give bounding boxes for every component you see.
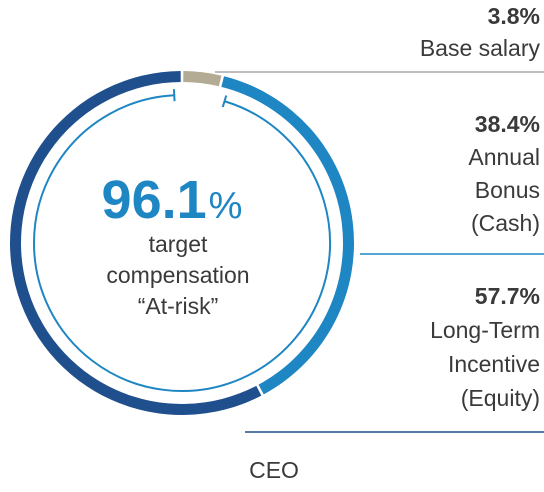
donut-slices	[9, 71, 354, 415]
at-risk-bracket-arc	[33, 94, 331, 392]
legend-long-term-incentive-percent: 57.7%	[475, 283, 540, 309]
center-line-3: “At-risk”	[138, 293, 218, 319]
legend-annual-bonus-label-line-2: Bonus	[475, 177, 540, 203]
legend-long-term-incentive-label-line-2: Incentive	[448, 351, 540, 377]
at-risk-bracket-tick-left	[172, 89, 176, 102]
slice-long-term-incentive	[9, 71, 262, 415]
center-percent: 96.1%	[102, 170, 243, 230]
legend-base-salary-percent: 3.8%	[488, 3, 540, 29]
center-percent-unit: %	[209, 185, 243, 227]
center-line-2: compensation	[106, 262, 249, 288]
legend-annual-bonus-label-line-3: (Cash)	[471, 210, 540, 236]
center-percent-value: 96.1	[102, 170, 207, 230]
slice-annual-bonus	[221, 76, 354, 395]
at-risk-bracket-tick-right	[221, 95, 228, 108]
legend-long-term-incentive-label-line-3: (Equity)	[461, 385, 540, 411]
center-line-1: target	[149, 231, 208, 257]
legend-annual-bonus-label-line-1: Annual	[468, 144, 540, 170]
legend-base-salary-label: Base salary	[420, 35, 541, 61]
legend-long-term-incentive-label-line-1: Long-Term	[430, 317, 540, 343]
slice-base-salary	[183, 71, 222, 87]
legend-annual-bonus-percent: 38.4%	[475, 111, 540, 137]
chart-caption: CEO	[249, 457, 299, 483]
